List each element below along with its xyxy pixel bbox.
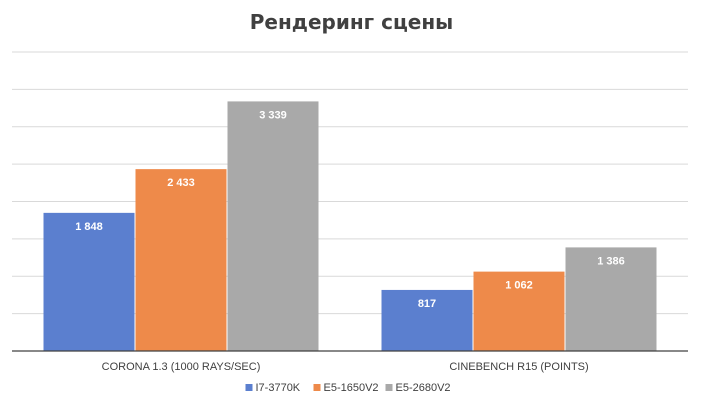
legend-label: I7-3770K [256, 382, 301, 394]
legend-swatch [313, 384, 321, 391]
category-label: CORONA 1.3 (1000 RAYS/SEC) [102, 361, 261, 373]
category-label: CINEBENCH R15 (POINTS) [449, 361, 588, 373]
data-label: 817 [418, 298, 436, 310]
data-label: 2 433 [167, 177, 195, 189]
data-label: 1 848 [75, 221, 103, 233]
legend-swatch [245, 384, 253, 391]
bar [381, 289, 473, 351]
bar [227, 101, 319, 351]
bar [43, 212, 135, 351]
data-label: 1 386 [597, 255, 625, 267]
bar [135, 169, 227, 351]
bar [473, 271, 565, 351]
legend-label: E5-1650V2 [324, 382, 379, 394]
data-label: 1 062 [505, 280, 533, 292]
legend-label: E5-2680V2 [396, 382, 451, 394]
bar [565, 247, 657, 351]
chart-title: Рендеринг сцены [249, 10, 454, 34]
data-label: 3 339 [259, 109, 287, 121]
legend-swatch [385, 384, 393, 391]
